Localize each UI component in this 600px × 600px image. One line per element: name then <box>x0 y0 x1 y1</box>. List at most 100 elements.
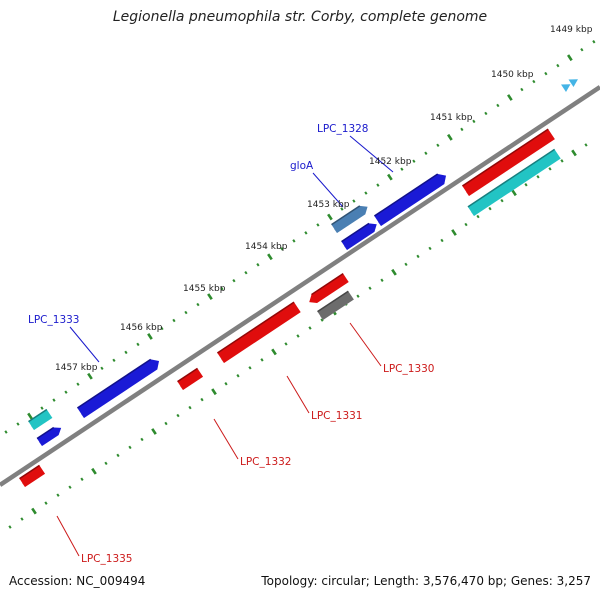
gene-feature <box>467 148 556 208</box>
tick-mark <box>592 40 596 44</box>
tick-mark <box>380 278 384 282</box>
gene-feature <box>374 173 447 226</box>
ruler-label: 1453 kbp <box>307 200 350 210</box>
label-leader <box>56 515 80 557</box>
gene-label: LPC_1328 <box>317 123 369 135</box>
gene-label: LPC_1332 <box>240 456 292 468</box>
tick-mark <box>304 231 308 235</box>
feature-track <box>19 79 578 487</box>
tick-mark <box>220 286 224 291</box>
tick-mark <box>571 149 577 157</box>
tick-mark <box>292 239 296 243</box>
tick-mark <box>520 87 524 92</box>
gene-label: gloA <box>290 160 314 172</box>
gene-feature <box>461 128 549 187</box>
tick-mark <box>436 143 440 148</box>
gene-feature <box>341 222 370 243</box>
genome-backbone <box>0 85 600 487</box>
tick-mark <box>507 94 513 101</box>
tick-mark <box>327 213 333 221</box>
gene-feature <box>216 301 295 354</box>
tick-mark <box>476 214 480 219</box>
tick-mark <box>416 254 420 259</box>
tick-mark <box>244 270 248 275</box>
tick-mark <box>76 382 80 386</box>
tick-mark <box>548 167 552 171</box>
tick-mark <box>87 372 93 380</box>
gene-feature <box>19 465 45 487</box>
tick-mark <box>544 71 548 76</box>
tick-mark <box>136 342 140 347</box>
tick-mark <box>56 493 60 497</box>
tick-mark <box>451 229 457 236</box>
tick-mark <box>387 173 393 181</box>
gene-feature <box>19 464 40 480</box>
tick-mark <box>511 189 517 197</box>
gene-feature <box>28 408 48 423</box>
ruler-label: 1451 kbp <box>430 113 473 123</box>
tick-mark <box>100 366 104 371</box>
tick-mark <box>80 477 84 481</box>
gene-feature <box>28 409 53 430</box>
tick-mark <box>172 318 176 323</box>
tick-mark <box>472 119 476 124</box>
gene-feature <box>311 273 344 296</box>
tick-mark <box>140 437 144 442</box>
map-title: Legionella pneumophila str. Corby, compl… <box>112 9 488 25</box>
tick-mark <box>296 334 300 338</box>
gene-label: LPC_1330 <box>383 363 435 375</box>
ruler-label: 1449 kbp <box>550 25 593 35</box>
tick-mark <box>16 422 20 426</box>
tick-mark <box>200 397 204 402</box>
ruler-labels: 1449 kbp 1450 kbp 1451 kbp 1452 kbp 1453 kbp… <box>55 25 593 373</box>
label-leader <box>349 322 382 367</box>
accession-text: Accession: NC_009494 <box>9 574 146 588</box>
gene-feature <box>341 223 377 250</box>
tick-mark <box>4 430 8 434</box>
tick-mark <box>104 461 108 466</box>
gene-label: LPC_1331 <box>311 410 363 422</box>
gene-feature <box>467 149 561 216</box>
gene-feature <box>177 367 198 383</box>
gene-feature <box>317 291 354 320</box>
tick-mark <box>320 318 324 322</box>
gene-feature <box>317 290 349 313</box>
tick-mark <box>447 133 453 141</box>
tick-mark <box>284 342 288 346</box>
tick-mark <box>556 63 560 68</box>
tick-mark <box>536 175 540 179</box>
ruler-label: 1454 kbp <box>245 242 288 252</box>
tick-mark <box>40 406 44 410</box>
tick-mark <box>116 453 120 458</box>
tick-mark <box>460 127 464 132</box>
tick-mark <box>31 507 37 515</box>
tick-mark <box>308 326 312 330</box>
tick-mark <box>232 278 236 283</box>
gene-feature <box>177 368 203 390</box>
label-leaders <box>56 135 394 557</box>
tick-mark <box>184 310 188 315</box>
label-leader <box>286 375 310 414</box>
ruler-label: 1452 kbp <box>369 157 412 167</box>
tick-mark <box>412 159 416 163</box>
gene-feature <box>462 129 555 196</box>
tick-mark <box>151 428 157 435</box>
tick-mark <box>567 54 573 62</box>
tick-mark <box>440 238 444 243</box>
gene-feature <box>561 84 571 92</box>
ruler-label: 1456 kbp <box>120 323 163 333</box>
tick-mark <box>224 382 228 386</box>
gene-feature <box>217 302 301 363</box>
tick-mark <box>8 525 12 529</box>
tick-mark <box>68 485 72 489</box>
tick-mark <box>20 517 24 521</box>
tick-mark <box>500 198 504 203</box>
tick-mark <box>207 293 213 300</box>
tick-track <box>4 40 596 529</box>
ruler-label: 1455 kbp <box>183 284 226 294</box>
tick-mark <box>376 183 380 187</box>
tick-mark <box>147 333 153 340</box>
ruler-label: 1450 kbp <box>491 70 534 80</box>
tick-mark <box>236 374 240 378</box>
